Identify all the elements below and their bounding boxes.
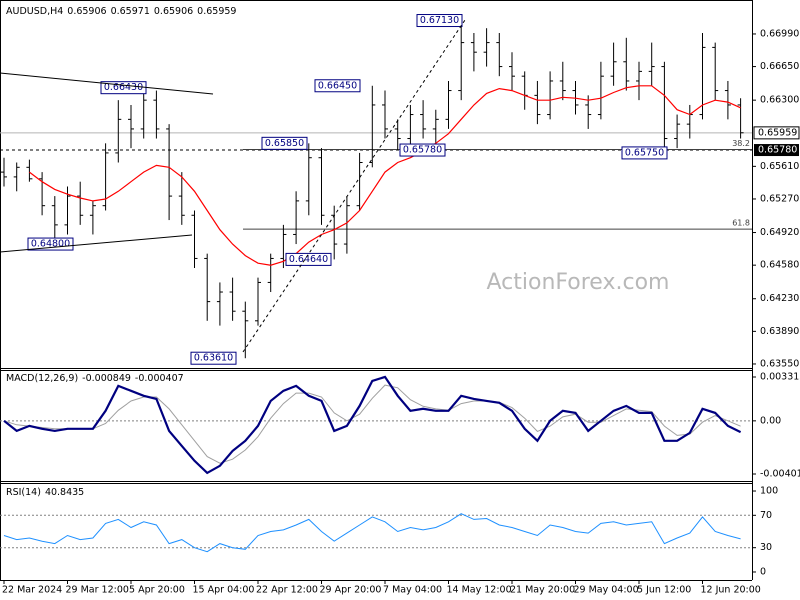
y-tick-label: 0.65610 — [760, 161, 799, 172]
moving-average — [29, 85, 741, 266]
x-tick-label: 29 Mar 12:00 — [66, 585, 129, 596]
header-value: 40.8435 — [45, 487, 84, 498]
annotation-box — [399, 143, 446, 157]
x-tick-label: 21 May 20:00 — [510, 585, 575, 596]
annotation-box — [190, 351, 237, 365]
last-price-box — [753, 126, 800, 140]
header-value: 0.65971 — [111, 6, 150, 17]
panel-header: MACD(12,26,9) -0.000849 -0.000407 — [6, 373, 184, 384]
annotation-box — [314, 79, 361, 93]
x-tick-label: 22 Mar 2024 — [2, 585, 62, 596]
annotation-label: 0.65750 — [625, 147, 664, 158]
annotation-label: 0.66430 — [104, 82, 143, 93]
x-tick-label: 29 Apr 20:00 — [320, 585, 382, 596]
support-box — [754, 144, 799, 157]
x-tick-label: 29 May 04:00 — [574, 585, 639, 596]
y-tick-label: 70 — [760, 510, 772, 521]
fib-label: 38.2 — [732, 139, 750, 148]
x-tick-label: 22 Apr 12:00 — [256, 585, 318, 596]
plot-layer: ActionForex.com 38.2 61.8 0.66990 0.66650 0.6… — [0, 6, 800, 596]
x-tick-label: 14 May 12:00 — [447, 585, 512, 596]
header-value: 0.65906 — [67, 6, 106, 17]
x-tick-label: 7 May 04:00 — [383, 585, 442, 596]
header-value: -0.000407 — [135, 373, 184, 384]
header-value: 0.65906 — [154, 6, 193, 17]
last-price-label: 0.65959 — [758, 127, 797, 138]
y-tick-label: 0.63890 — [760, 326, 799, 337]
annotation-label: 0.64800 — [31, 239, 70, 250]
panel-header: RSI(14) 40.8435 — [6, 487, 84, 498]
panel-title: MACD(12,26,9) — [6, 373, 78, 384]
annotation-label: 0.65780 — [403, 145, 442, 156]
panel-header: AUDUSD,H4 0.65906 0.65971 0.65906 0.65959 — [6, 6, 236, 17]
panel-title: AUDUSD,H4 — [6, 6, 63, 17]
y-tick-label: 0.64230 — [760, 293, 799, 304]
panel-title: RSI(14) — [6, 487, 41, 498]
trend-line — [0, 234, 193, 253]
y-tick-label: -0.004016 — [760, 468, 800, 479]
annotation-box — [621, 146, 668, 160]
watermark: ActionForex.com — [487, 270, 670, 295]
y-tick-label: 0.66650 — [760, 61, 799, 72]
y-tick-label: 100 — [760, 486, 778, 497]
y-tick-label: 0.66300 — [760, 95, 799, 106]
fib-label: 61.8 — [732, 219, 750, 228]
trend-line — [0, 72, 214, 95]
x-tick-label: 12 Jun 20:00 — [701, 585, 761, 596]
series-line — [3, 384, 741, 464]
annotation-box — [285, 252, 332, 266]
series-line — [3, 375, 742, 475]
x-tick-label: 5 Apr 20:00 — [129, 585, 185, 596]
annotation-box — [27, 237, 74, 251]
annotation-label: 0.63610 — [194, 353, 233, 364]
y-tick-label: 0.64920 — [760, 227, 799, 238]
y-tick-label: 0.003313 — [760, 372, 800, 383]
y-tick-label: 0.66990 — [760, 28, 799, 39]
series-line — [3, 513, 741, 553]
annotation-label: 0.64640 — [289, 254, 328, 265]
annotation-label: 0.65850 — [265, 138, 304, 149]
trend-line — [242, 19, 466, 353]
y-tick-label: 0.00 — [760, 415, 781, 426]
y-tick-label: 0.63550 — [760, 358, 799, 369]
y-tick-label: 30 — [760, 542, 772, 553]
annotation-box — [261, 136, 308, 150]
header-value: -0.000849 — [82, 373, 131, 384]
x-tick-label: 15 Apr 04:00 — [193, 585, 255, 596]
annotation-box — [416, 14, 463, 28]
header-value: 0.65959 — [197, 6, 236, 17]
y-tick-label: 0.64580 — [760, 260, 799, 271]
x-tick-label: 5 Jun 12:00 — [637, 585, 691, 596]
y-tick-label: 0 — [760, 566, 766, 577]
annotation-label: 0.66450 — [318, 80, 357, 91]
annotation-label: 0.67130 — [420, 15, 459, 26]
support-label: 0.65780 — [758, 145, 797, 156]
y-tick-label: 0.65270 — [760, 193, 799, 204]
